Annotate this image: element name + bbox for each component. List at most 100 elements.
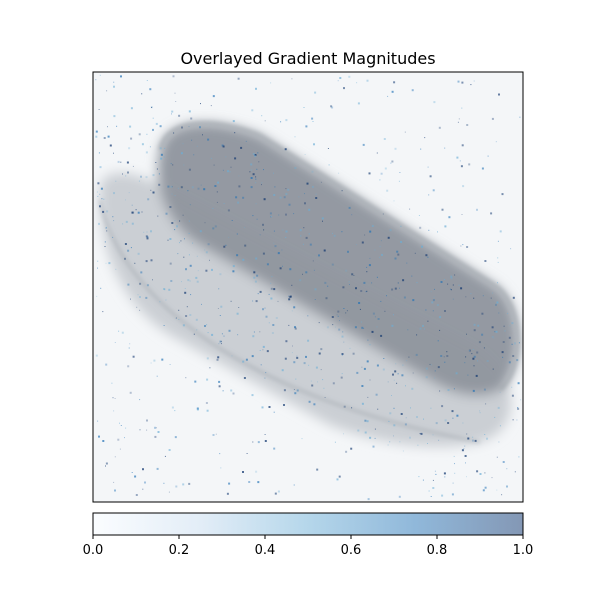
gradient-speckle xyxy=(498,312,500,314)
gradient-speckle xyxy=(443,472,446,475)
gradient-speckle xyxy=(223,245,226,248)
gradient-speckle xyxy=(252,215,254,217)
gradient-speckle xyxy=(456,156,459,159)
gradient-speckle xyxy=(403,296,406,299)
gradient-speckle xyxy=(376,364,379,367)
gradient-speckle xyxy=(438,126,441,129)
gradient-speckle xyxy=(158,183,161,186)
gradient-speckle xyxy=(339,77,342,79)
gradient-speckle xyxy=(366,420,369,423)
gradient-speckle xyxy=(369,257,371,259)
gradient-speckle xyxy=(273,288,276,291)
gradient-speckle xyxy=(481,167,484,170)
gradient-speckle xyxy=(398,495,401,498)
gradient-speckle xyxy=(338,172,340,174)
gradient-speckle xyxy=(337,310,340,313)
gradient-speckle xyxy=(496,456,498,458)
gradient-speckle xyxy=(216,358,219,361)
gradient-speckle xyxy=(131,472,133,473)
gradient-speckle xyxy=(206,324,208,326)
gradient-speckle xyxy=(193,154,195,156)
gradient-speckle xyxy=(185,315,188,317)
gradient-speckle xyxy=(499,230,502,233)
gradient-speckle xyxy=(178,114,181,117)
gradient-speckle xyxy=(347,250,349,253)
gradient-speckle xyxy=(411,275,413,277)
gradient-speckle xyxy=(421,245,423,248)
gradient-speckle xyxy=(220,340,222,342)
gradient-speckle xyxy=(173,132,175,134)
gradient-speckle xyxy=(452,284,454,286)
gradient-speckle xyxy=(493,337,495,339)
gradient-speckle xyxy=(474,439,477,442)
gradient-speckle xyxy=(477,360,479,362)
gradient-speckle xyxy=(152,174,155,177)
gradient-speckle xyxy=(283,389,286,392)
gradient-speckle xyxy=(288,203,291,206)
gradient-speckle xyxy=(251,109,254,112)
gradient-speckle xyxy=(279,196,282,199)
gradient-speckle xyxy=(139,429,141,431)
gradient-speckle xyxy=(181,281,182,283)
gradient-speckle xyxy=(479,410,481,412)
gradient-speckle xyxy=(460,245,462,247)
gradient-speckle xyxy=(355,244,357,246)
gradient-speckle xyxy=(504,330,506,332)
gradient-speckle xyxy=(255,178,257,180)
gradient-speckle xyxy=(380,300,382,302)
gradient-speckle xyxy=(350,447,353,450)
gradient-speckle xyxy=(358,302,361,304)
gradient-speckle xyxy=(271,332,274,334)
gradient-speckle xyxy=(427,166,429,168)
gradient-speckle xyxy=(232,392,235,395)
gradient-speckle xyxy=(253,276,256,279)
gradient-speckle xyxy=(453,455,455,457)
gradient-speckle xyxy=(463,448,465,450)
gradient-speckle xyxy=(470,293,472,295)
gradient-speckle xyxy=(114,489,116,492)
gradient-speckle xyxy=(211,333,214,336)
gradient-speckle xyxy=(303,107,305,108)
gradient-speckle xyxy=(376,152,378,154)
gradient-speckle xyxy=(130,107,133,110)
gradient-speckle xyxy=(371,282,373,284)
gradient-speckle xyxy=(293,361,296,364)
gradient-speckle xyxy=(261,406,264,409)
gradient-speckle xyxy=(458,118,460,120)
gradient-speckle xyxy=(443,279,445,281)
gradient-speckle xyxy=(450,277,453,280)
gradient-speckle xyxy=(132,355,135,358)
gradient-speckle xyxy=(169,262,172,265)
gradient-speckle xyxy=(514,342,516,345)
gradient-speckle xyxy=(256,218,258,220)
gradient-speckle xyxy=(214,185,217,187)
gradient-speckle xyxy=(400,225,402,227)
gradient-speckle xyxy=(112,236,114,238)
gradient-speckle xyxy=(300,235,302,237)
gradient-speckle xyxy=(404,131,406,133)
gradient-speckle xyxy=(102,311,104,313)
gradient-speckle xyxy=(400,413,403,415)
gradient-speckle xyxy=(262,223,264,226)
gradient-speckle xyxy=(99,193,101,195)
gradient-speckle xyxy=(253,271,256,274)
gradient-speckle xyxy=(234,132,236,134)
gradient-speckle xyxy=(125,220,128,223)
gradient-speckle xyxy=(113,152,114,154)
gradient-speckle xyxy=(202,134,203,136)
gradient-speckle xyxy=(348,75,351,78)
gradient-speckle xyxy=(397,253,400,256)
gradient-speckle xyxy=(184,288,186,289)
gradient-speckle xyxy=(95,79,97,81)
gradient-speckle xyxy=(268,293,270,295)
gradient-speckle xyxy=(461,81,464,84)
gradient-speckle xyxy=(138,180,140,182)
gradient-speckle xyxy=(157,431,160,433)
gradient-speckle xyxy=(364,419,367,422)
gradient-speckle xyxy=(107,135,110,138)
gradient-speckle xyxy=(211,268,213,271)
gradient-speckle xyxy=(151,106,153,108)
gradient-speckle xyxy=(425,254,428,257)
gradient-speckle xyxy=(227,209,230,212)
gradient-speckle xyxy=(409,208,411,210)
